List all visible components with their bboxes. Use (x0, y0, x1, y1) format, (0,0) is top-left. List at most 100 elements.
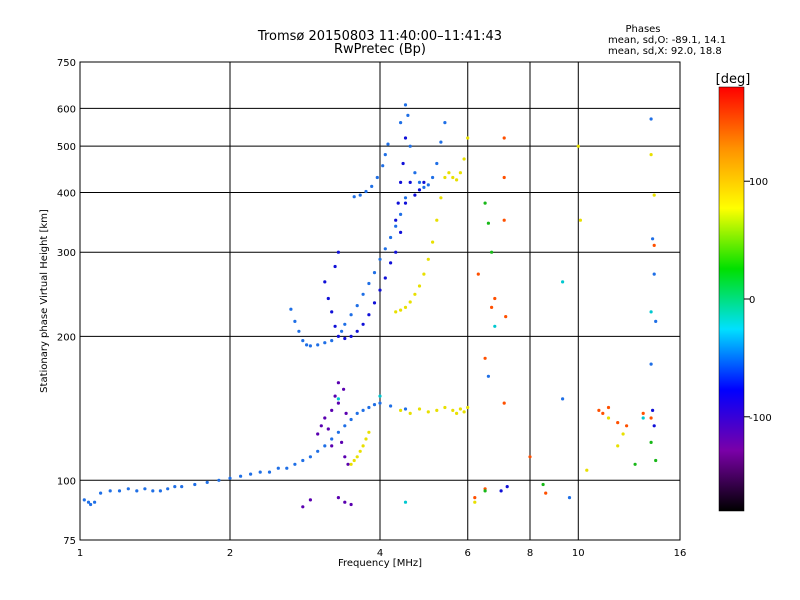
data-point (439, 196, 443, 200)
data-point (258, 470, 262, 474)
data-point (541, 482, 545, 487)
data-point (372, 403, 377, 407)
data-point (343, 322, 347, 326)
data-point (473, 496, 477, 500)
data-point (349, 417, 353, 422)
data-point (561, 280, 565, 284)
data-point (330, 444, 334, 448)
data-point (486, 374, 490, 378)
data-point (343, 424, 347, 428)
data-point (399, 121, 403, 125)
data-point (649, 440, 653, 444)
data-point (426, 257, 430, 261)
data-point (493, 296, 497, 301)
data-point (422, 185, 426, 189)
y-tick-label: 300 (57, 248, 76, 259)
data-point (431, 175, 435, 180)
y-tick-label: 75 (63, 536, 76, 547)
data-point (330, 408, 334, 412)
data-point (249, 472, 253, 476)
data-point (372, 271, 377, 275)
x-tick-label: 4 (377, 548, 383, 559)
x-axis-label: Frequency [MHz] (338, 558, 422, 569)
y-tick-label: 400 (57, 188, 76, 199)
y-tick-labels: 75 100 200 300 400 500 600 750 (57, 58, 76, 547)
data-point (399, 230, 403, 234)
data-point (361, 292, 365, 296)
data-point (383, 247, 387, 251)
data-point (333, 264, 337, 269)
data-point (505, 485, 509, 489)
data-point (378, 288, 382, 292)
phase-stats-box: Phases mean, sd,O: -89.1, 14.1 mean, sd,… (608, 24, 726, 57)
data-point (403, 201, 408, 205)
data-point (336, 430, 340, 434)
data-point (86, 500, 91, 504)
data-point (319, 424, 323, 428)
data-point (99, 491, 103, 495)
data-point (447, 171, 451, 175)
data-point (330, 437, 334, 441)
data-point (597, 408, 601, 412)
data-point (443, 121, 447, 125)
data-point (336, 250, 340, 254)
y-tick-label: 100 (57, 476, 76, 487)
data-point (399, 180, 403, 184)
data-point (483, 489, 487, 493)
data-point (386, 142, 390, 146)
data-point (401, 161, 405, 166)
data-point (394, 224, 398, 228)
data-point (641, 411, 645, 415)
y-tick-label: 500 (57, 142, 76, 153)
data-point (473, 500, 477, 504)
data-point (228, 476, 232, 480)
data-point (358, 449, 362, 453)
data-point (82, 498, 86, 502)
data-point (601, 411, 605, 415)
data-point (336, 381, 340, 385)
data-point (173, 485, 177, 489)
chart-title: Tromsø 20150803 11:40:00–11:41:43 (257, 29, 502, 44)
data-point (108, 489, 112, 493)
data-point (504, 315, 508, 319)
data-point (403, 407, 408, 411)
data-point (297, 329, 301, 333)
data-point (367, 430, 371, 434)
data-point (451, 408, 455, 412)
phase-stats-x: mean, sd,X: 92.0, 18.8 (608, 46, 722, 57)
data-point (378, 257, 382, 261)
data-point (408, 300, 412, 304)
data-point (408, 180, 412, 184)
data-point (435, 218, 439, 222)
data-point (476, 272, 480, 276)
data-point (403, 103, 408, 107)
phase-stats-heading: Phases (625, 24, 660, 35)
data-point (193, 482, 197, 487)
data-point (378, 394, 382, 398)
data-point (544, 491, 548, 495)
chart-subtitle: RwPretec (Bp) (334, 42, 426, 57)
data-point (326, 427, 330, 431)
data-point (399, 212, 403, 216)
data-point (89, 502, 93, 507)
x-tick-label: 2 (227, 548, 233, 559)
data-point (502, 175, 506, 180)
data-point (403, 305, 408, 309)
data-point (343, 455, 347, 459)
data-point (381, 164, 385, 168)
data-point (649, 416, 653, 420)
data-point (413, 292, 417, 296)
data-point (649, 362, 653, 366)
data-point (649, 117, 653, 121)
data-point (367, 281, 371, 286)
data-point (651, 408, 655, 412)
data-point (466, 136, 470, 140)
data-point (462, 157, 466, 161)
data-point (654, 458, 658, 463)
x-tick-label: 6 (465, 548, 471, 559)
data-point (652, 243, 656, 247)
data-point (267, 470, 272, 474)
data-point (606, 405, 611, 410)
y-tick-label: 600 (57, 104, 76, 115)
